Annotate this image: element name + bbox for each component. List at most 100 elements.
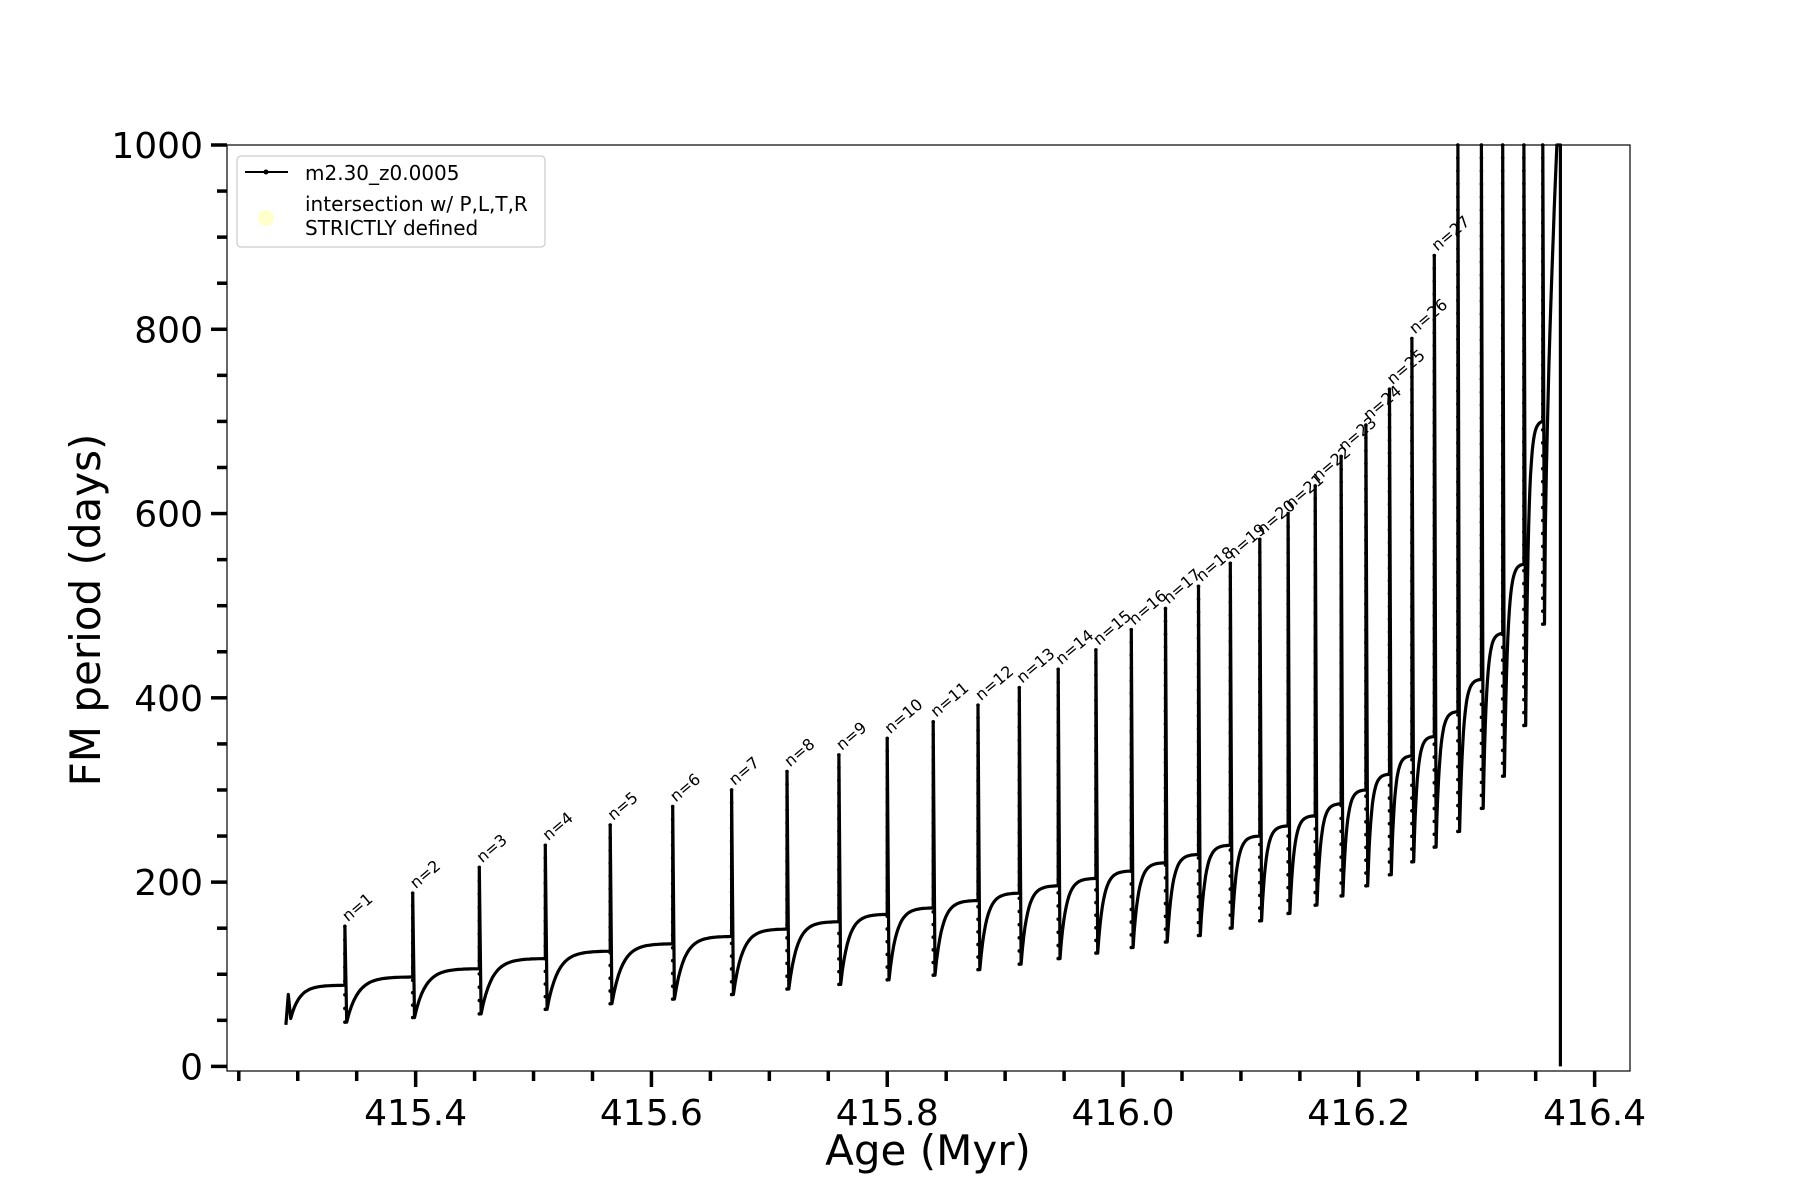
data-point [1196, 933, 1201, 938]
data-point [885, 965, 890, 969]
data-point [1286, 795, 1290, 800]
data-point [1094, 673, 1098, 677]
series-layer [284, 143, 1562, 1067]
data-point [1500, 168, 1505, 173]
data-point [1410, 451, 1414, 456]
data-point [785, 961, 789, 966]
data-point [1094, 686, 1098, 690]
data-point [1228, 691, 1233, 696]
data-point [1129, 869, 1134, 874]
data-point [976, 816, 980, 821]
data-point [1387, 732, 1392, 736]
data-point [543, 982, 548, 986]
data-point [1339, 790, 1343, 795]
data-point [1500, 632, 1505, 637]
data-point [1410, 591, 1414, 596]
data-point [1056, 930, 1060, 935]
data-point [1456, 713, 1460, 717]
data-point [931, 745, 936, 749]
data-point [410, 953, 415, 958]
data-point [1339, 713, 1343, 717]
data-point [931, 960, 936, 965]
data-point [1163, 811, 1168, 816]
data-point [1456, 428, 1460, 432]
data-point [785, 936, 789, 940]
data-point [608, 874, 612, 878]
data-point [837, 753, 841, 757]
data-point [1479, 637, 1484, 642]
data-point [1540, 570, 1545, 575]
data-point [1456, 661, 1460, 665]
data-point [1410, 489, 1414, 494]
data-point [1286, 782, 1290, 787]
data-point [1456, 389, 1460, 393]
data-point [1163, 786, 1168, 790]
data-point [1522, 504, 1526, 508]
data-point [1129, 818, 1134, 823]
data-point [1313, 763, 1318, 768]
data-point [1339, 726, 1343, 730]
data-point [1410, 860, 1414, 864]
data-point [837, 944, 841, 948]
data-point [1094, 951, 1098, 955]
data-point [1163, 683, 1168, 688]
data-point [885, 812, 890, 817]
data-point [1432, 292, 1437, 296]
data-point [1432, 369, 1437, 374]
data-point [785, 987, 789, 991]
data-point [1522, 439, 1526, 444]
data-point [837, 855, 841, 859]
data-point [1364, 461, 1368, 466]
data-point [477, 932, 482, 936]
data-point [1364, 525, 1368, 530]
data-point [410, 891, 415, 895]
data-point [885, 889, 890, 893]
data-point [1339, 609, 1343, 614]
data-point [410, 941, 415, 945]
data-point [1056, 772, 1060, 777]
data-point [729, 813, 734, 818]
data-point [1228, 652, 1233, 657]
data-point [1500, 349, 1505, 353]
data-point [1094, 749, 1098, 753]
data-point [1500, 478, 1505, 482]
data-point [1456, 479, 1460, 484]
data-point [410, 1015, 415, 1020]
data-point [1163, 734, 1168, 739]
data-point [1286, 743, 1290, 748]
data-point [1163, 606, 1168, 611]
data-point [1479, 533, 1484, 538]
data-point [729, 967, 734, 971]
data-point [885, 876, 890, 880]
data-point [1056, 785, 1060, 790]
data-point [976, 753, 980, 758]
data-point [976, 804, 980, 808]
y-axis-label: FM period (days) [61, 434, 110, 787]
data-point [1387, 681, 1392, 685]
data-point [1364, 666, 1368, 671]
data-point [1364, 832, 1368, 837]
data-point [1228, 730, 1233, 735]
data-point [976, 942, 980, 947]
data-point [670, 804, 675, 809]
data-point [670, 984, 675, 989]
data-point [1479, 780, 1484, 785]
data-point [1163, 799, 1168, 803]
data-point [1410, 336, 1414, 341]
data-point [1522, 594, 1526, 599]
data-point [1163, 722, 1168, 726]
data-point [1313, 827, 1318, 831]
data-point [1456, 829, 1460, 834]
data-point [1479, 351, 1484, 355]
data-point [885, 977, 890, 982]
y-tick-label: 800 [134, 310, 203, 351]
data-point [1432, 600, 1437, 605]
data-point [1313, 687, 1318, 691]
data-point [1313, 496, 1318, 501]
data-point [1479, 702, 1484, 707]
data-point [1540, 544, 1545, 549]
data-point [1017, 778, 1022, 782]
data-point [976, 892, 980, 896]
data-point [1387, 770, 1392, 775]
data-point [1500, 503, 1505, 508]
